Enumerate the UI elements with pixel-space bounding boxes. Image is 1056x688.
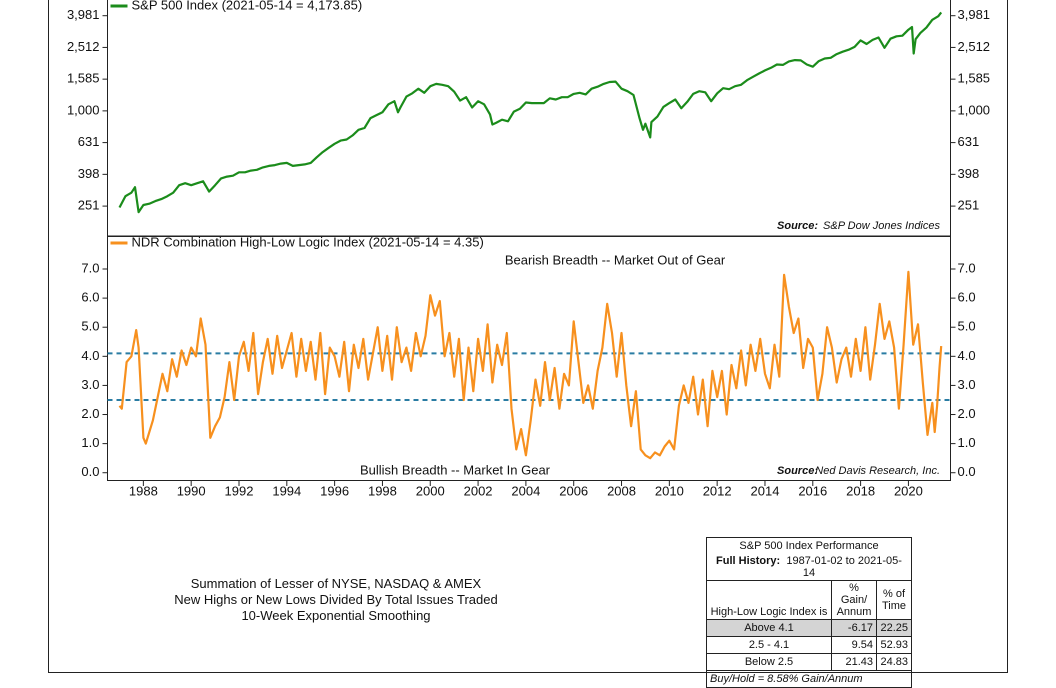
x-tick-label: 2014 (751, 483, 780, 498)
x-tick-label: 2006 (559, 483, 588, 498)
y-tick-label: 3,981 (67, 7, 100, 22)
note: Summation of Lesser of NYSE, NASDAQ & AM… (190, 576, 482, 591)
annotation: Bullish Breadth -- Market In Gear (360, 462, 551, 477)
cell: -6.17 (831, 619, 877, 637)
x-tick-label: 1988 (129, 483, 158, 498)
x-tick-label: 2004 (511, 483, 540, 498)
cell: 22.25 (876, 619, 912, 637)
performance-table: S&P 500 Index Performance Full History: … (706, 537, 912, 688)
y-tick-label: 1,585 (67, 71, 100, 86)
y-tick-label: 1.0 (958, 435, 976, 450)
y-tick-label: 398 (958, 166, 980, 181)
y-tick-label: 631 (958, 134, 980, 149)
legend-label: S&P 500 Index (2021-05-14 = 4,173.85) (132, 0, 363, 12)
x-tick-label: 2020 (894, 483, 923, 498)
y-tick-label: 0.0 (958, 464, 976, 479)
y-tick-label: 6.0 (81, 290, 99, 305)
panel-frame (107, 0, 951, 237)
source: S&P Dow Jones Indices (823, 220, 940, 232)
x-tick-label: 2000 (416, 483, 445, 498)
cell: 2.5 - 4.1 (706, 636, 832, 654)
x-tick-label: 2016 (798, 483, 827, 498)
cell: Below 2.5 (706, 653, 832, 671)
x-tick-label: 2010 (655, 483, 684, 498)
y-tick-label: 7.0 (81, 260, 99, 275)
y-tick-label: 3,981 (958, 7, 991, 22)
x-tick-label: 2018 (846, 483, 875, 498)
y-tick-label: 2.0 (81, 406, 99, 421)
table-history: Full History: 1987-01-02 to 2021-05-14 (706, 554, 912, 581)
data-line (118, 270, 943, 460)
y-tick-label: 5.0 (958, 319, 976, 334)
x-tick-label: 2008 (607, 483, 636, 498)
legend-label: NDR Combination High-Low Logic Index (20… (132, 234, 484, 249)
y-tick-label: 7.0 (958, 260, 976, 275)
y-tick-label: 251 (78, 198, 100, 213)
annotation: Bearish Breadth -- Market Out of Gear (505, 252, 726, 267)
source: Ned Davis Research, Inc. (815, 465, 940, 477)
y-tick-label: 5.0 (81, 319, 99, 334)
x-tick-label: 1990 (177, 483, 206, 498)
table-footer: Buy/Hold = 8.58% Gain/Annum (706, 670, 912, 688)
x-tick-label: 1996 (320, 483, 349, 498)
y-tick-label: 2,512 (958, 39, 991, 54)
x-tick-label: 2002 (464, 483, 493, 498)
y-tick-label: 0.0 (81, 464, 99, 479)
cell: 52.93 (876, 636, 912, 654)
cell: 24.83 (876, 653, 912, 671)
y-tick-label: 1,000 (958, 102, 991, 117)
header-cell: High-Low Logic Index is (706, 580, 832, 620)
cell: 9.54 (831, 636, 877, 654)
y-tick-label: 3.0 (958, 377, 976, 392)
notes: Summation of Lesser of NYSE, NASDAQ & AM… (136, 576, 536, 624)
y-tick-label: 1,000 (67, 102, 100, 117)
table-title: S&P 500 Index Performance (706, 537, 912, 554)
history-label: Full History: (716, 555, 781, 567)
y-tick-label: 251 (958, 198, 980, 213)
y-tick-label: 1.0 (81, 435, 99, 450)
history: 1987-01-02 to 2021-05-14 (786, 555, 902, 579)
x-tick-label: 1992 (225, 483, 254, 498)
x-tick-label: 1998 (368, 483, 397, 498)
y-tick-label: 3.0 (81, 377, 99, 392)
x-tick-label: 1994 (272, 483, 301, 498)
header-cell: % of Time (876, 580, 912, 620)
y-tick-label: 6.0 (958, 290, 976, 305)
cell: 21.43 (831, 653, 877, 671)
y-tick-label: 4.0 (81, 348, 99, 363)
y-tick-label: 631 (78, 134, 100, 149)
y-tick-label: 2,512 (67, 39, 100, 54)
y-tick-label: 2.0 (958, 406, 976, 421)
data-line (118, 11, 943, 214)
note: 10-Week Exponential Smoothing (241, 608, 431, 623)
y-tick-label: 4.0 (958, 348, 976, 363)
source-label: Source: (777, 220, 818, 232)
header-cell: % Gain/ Annum (831, 580, 877, 620)
note: New Highs or New Lows Divided By Total I… (174, 592, 498, 607)
panel-frame (107, 236, 951, 481)
y-tick-label: 1,585 (958, 71, 991, 86)
source-label: Source: (777, 465, 818, 477)
x-tick-label: 2012 (703, 483, 732, 498)
y-tick-label: 398 (78, 166, 100, 181)
cell: Above 4.1 (706, 619, 832, 637)
